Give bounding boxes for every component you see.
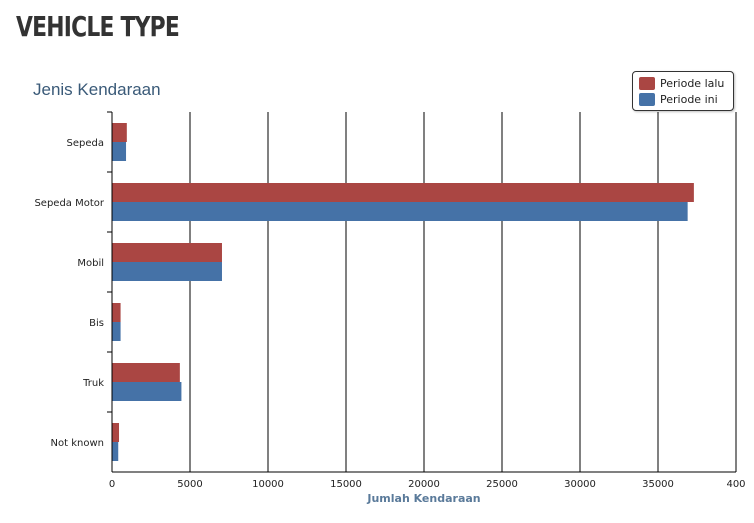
legend-label: Periode lalu xyxy=(660,77,725,90)
bar-periode-ini-mobil xyxy=(112,262,222,281)
y-tick-label: Not known xyxy=(51,438,104,449)
x-tick-label: 15000 xyxy=(330,479,362,490)
legend-swatch xyxy=(639,93,655,106)
x-tick-label: 5000 xyxy=(177,479,202,490)
x-axis-title: Jumlah Kendaraan xyxy=(366,492,480,505)
x-tick-label: 0 xyxy=(109,479,115,490)
y-tick-label: Sepeda xyxy=(67,138,104,149)
bars xyxy=(112,123,694,461)
x-tick-label: 400 xyxy=(726,479,745,490)
legend-item-periode-ini[interactable]: Periode ini xyxy=(639,93,718,106)
y-tick-label: Mobil xyxy=(77,258,104,269)
bar-periode-lalu-sepeda-motor xyxy=(112,183,694,202)
legend-item-periode-lalu[interactable]: Periode lalu xyxy=(639,77,724,90)
bar-periode-lalu-mobil xyxy=(112,243,222,262)
gridlines xyxy=(189,112,737,472)
y-tick-label: Sepeda Motor xyxy=(34,198,104,209)
page-heading: VEHICLE TYPE xyxy=(16,10,180,43)
y-tick-label: Truk xyxy=(82,378,104,389)
x-tick-label: 20000 xyxy=(408,479,440,490)
x-tick-label: 30000 xyxy=(564,479,596,490)
bar-periode-ini-bis xyxy=(112,322,121,341)
chart-title: Jenis Kendaraan xyxy=(33,80,161,99)
legend-swatch xyxy=(639,77,655,90)
bar-periode-ini-truk xyxy=(112,382,182,401)
bar-periode-lalu-sepeda xyxy=(112,123,127,142)
legend-label: Periode ini xyxy=(660,93,718,106)
x-tick-label: 25000 xyxy=(486,479,518,490)
x-tick-label: 35000 xyxy=(642,479,674,490)
bar-periode-ini-sepeda xyxy=(112,142,127,161)
x-tick-label: 10000 xyxy=(252,479,284,490)
bar-periode-lalu-not-known xyxy=(112,423,120,442)
bar-periode-ini-sepeda-motor xyxy=(112,202,688,221)
legend: Periode lalu Periode ini xyxy=(632,71,734,111)
bar-periode-lalu-truk xyxy=(112,363,180,382)
bar-periode-lalu-bis xyxy=(112,303,121,322)
y-tick-label: Bis xyxy=(89,318,104,329)
tick-labels: 0 5000 10000 15000 20000 25000 30000 35000 400 Se… xyxy=(34,138,745,490)
axes xyxy=(107,111,736,473)
bar-periode-ini-not-known xyxy=(112,442,119,461)
